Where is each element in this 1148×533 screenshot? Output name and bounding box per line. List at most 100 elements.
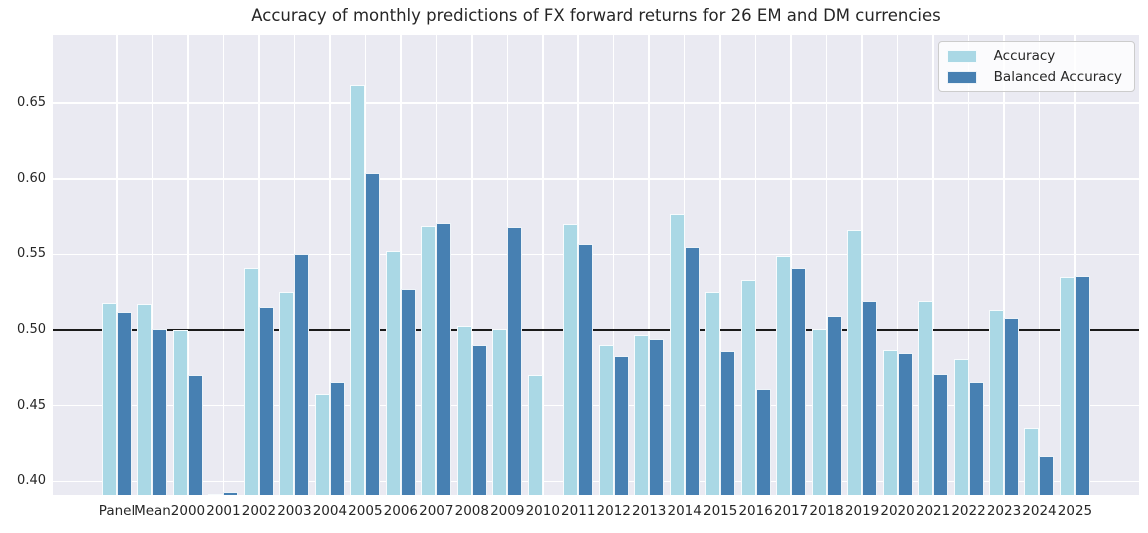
x-tick-label-2016: 2016: [738, 503, 773, 519]
y-tick-label: 0.45: [17, 397, 46, 413]
gridline-vertical: [790, 35, 792, 495]
bar-balanced-accuracy-mean: [152, 328, 168, 495]
gridline-vertical: [151, 35, 154, 495]
bar-accuracy-2017: [776, 255, 792, 495]
bar-balanced-accuracy-2024: [1039, 455, 1055, 495]
x-tick-label-2017: 2017: [773, 503, 809, 519]
bar-balanced-accuracy-2019: [862, 301, 878, 495]
bar-accuracy-2003: [279, 292, 295, 495]
x-tick-label-2014: 2014: [667, 503, 702, 519]
x-tick-label-2007: 2007: [419, 503, 454, 519]
bar-balanced-accuracy-2016: [755, 389, 771, 495]
bar-accuracy-2020: [882, 349, 898, 495]
bar-accuracy-2013: [634, 334, 650, 495]
bar-accuracy-2011: [563, 224, 579, 495]
bar-accuracy-2009: [492, 328, 508, 495]
bar-accuracy-2001: [208, 493, 224, 495]
bar-accuracy-panel: [102, 302, 117, 495]
bar-balanced-accuracy-2009: [507, 227, 523, 495]
gridline-vertical: [329, 35, 331, 495]
bar-balanced-accuracy-2021: [933, 373, 949, 495]
bar-balanced-accuracy-2001: [223, 491, 239, 495]
gridline-vertical: [1003, 35, 1005, 495]
bar-balanced-accuracy-2018: [826, 316, 842, 495]
bar-balanced-accuracy-2025: [1074, 275, 1090, 495]
bar-accuracy-2014: [669, 213, 685, 495]
gridline-vertical: [116, 35, 118, 495]
gridline-horizontal: [53, 480, 1139, 483]
gridline-vertical: [258, 35, 260, 495]
bar-accuracy-2000: [172, 330, 188, 495]
x-tick-label-2009: 2009: [490, 503, 525, 519]
x-tick-label-2000: 2000: [170, 503, 206, 519]
gridline-horizontal: [53, 253, 1139, 256]
bar-balanced-accuracy-panel: [117, 311, 132, 495]
chart-title: Accuracy of monthly predictions of FX fo…: [251, 6, 941, 25]
bar-balanced-accuracy-2005: [365, 172, 381, 495]
bar-balanced-accuracy-2012: [613, 355, 629, 495]
gridline-vertical: [542, 35, 544, 495]
bar-accuracy-2005: [350, 84, 366, 495]
y-tick-label: 0.40: [17, 473, 46, 489]
y-tick-label: 0.55: [17, 246, 46, 262]
gridline-horizontal: [53, 102, 1139, 104]
gridline-vertical: [400, 35, 402, 495]
bar-accuracy-2023: [989, 310, 1004, 495]
x-tick-label-2015: 2015: [702, 503, 738, 519]
x-tick-label-2025: 2025: [1057, 503, 1093, 519]
x-tick-label-mean: Mean: [134, 503, 171, 519]
x-tick-label-2003: 2003: [277, 503, 312, 519]
x-tick-label-2022: 2022: [951, 503, 986, 519]
x-tick-label-2006: 2006: [383, 503, 419, 519]
x-tick-label-2010: 2010: [525, 503, 560, 519]
x-tick-label-2008: 2008: [454, 503, 489, 519]
bar-balanced-accuracy-2000: [187, 375, 203, 495]
x-tick-label-2018: 2018: [809, 503, 844, 519]
bar-accuracy-2006: [385, 251, 401, 495]
gridline-vertical: [896, 35, 899, 495]
legend-label-balanced-accuracy: Balanced Accuracy: [993, 69, 1122, 85]
bar-accuracy-2004: [314, 393, 330, 495]
bar-balanced-accuracy-2020: [897, 352, 913, 495]
x-tick-label-2002: 2002: [241, 503, 277, 519]
plot-area: Accuracy Balanced Accuracy: [53, 35, 1139, 495]
bar-balanced-accuracy-2015: [720, 351, 736, 495]
gridline-vertical: [222, 35, 225, 495]
gridline-horizontal: [53, 178, 1139, 180]
bar-accuracy-2002: [243, 268, 259, 495]
bar-accuracy-2025: [1059, 277, 1075, 495]
legend-label-accuracy: Accuracy: [993, 48, 1056, 64]
x-tick-label-2011: 2011: [561, 503, 596, 519]
bar-balanced-accuracy-2013: [649, 339, 665, 495]
bar-balanced-accuracy-2022: [968, 381, 984, 495]
bar-balanced-accuracy-2017: [791, 268, 807, 495]
bar-balanced-accuracy-2002: [258, 307, 274, 495]
gridline-vertical: [861, 35, 863, 495]
bar-accuracy-2019: [847, 230, 863, 495]
bar-balanced-accuracy-2023: [1004, 317, 1019, 495]
bar-accuracy-2018: [811, 328, 827, 495]
gridline-vertical: [825, 35, 828, 495]
legend: Accuracy Balanced Accuracy: [937, 41, 1135, 92]
bar-accuracy-2022: [953, 358, 969, 495]
bar-accuracy-2021: [918, 301, 934, 495]
bar-accuracy-2024: [1024, 428, 1040, 495]
bar-accuracy-2016: [740, 280, 756, 495]
legend-item-accuracy: Accuracy: [946, 48, 1122, 64]
gridline-vertical: [932, 35, 934, 495]
bar-balanced-accuracy-2008: [471, 345, 487, 495]
gridline-vertical: [612, 35, 615, 495]
gridline-vertical: [967, 35, 970, 495]
bar-accuracy-2008: [456, 325, 472, 495]
bar-balanced-accuracy-2007: [436, 222, 452, 495]
x-tick-label-panel: Panel: [98, 503, 136, 519]
reference-line-0.5: [53, 329, 1139, 331]
legend-item-balanced-accuracy: Balanced Accuracy: [946, 69, 1122, 85]
bar-balanced-accuracy-2003: [294, 254, 310, 495]
y-tick-label: 0.60: [17, 170, 46, 186]
bar-balanced-accuracy-2014: [684, 246, 700, 495]
x-tick-label-2013: 2013: [632, 503, 667, 519]
gridline-vertical: [754, 35, 757, 495]
x-tick-label-2024: 2024: [1022, 503, 1057, 519]
x-tick-label-2004: 2004: [312, 503, 348, 519]
